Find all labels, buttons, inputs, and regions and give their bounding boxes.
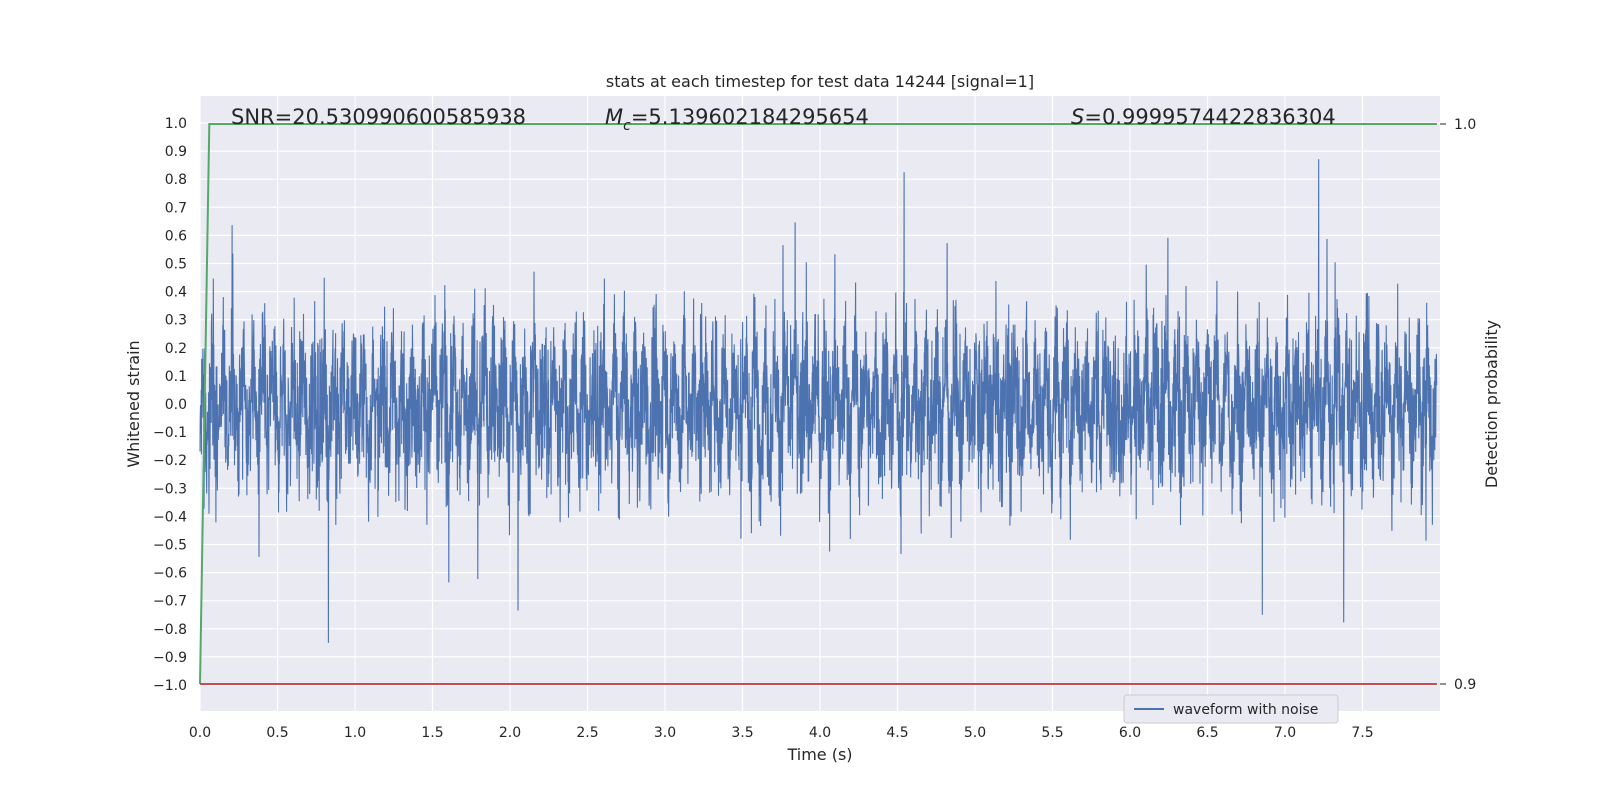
waveform-line [199,159,1438,643]
probability-line [199,123,1437,685]
x-tick-label: 4.5 [886,725,908,741]
x-tick-label: 0.0 [189,725,211,741]
y-tick-label: −0.1 [153,425,187,441]
probability-series [199,123,1437,685]
y-tick-label: −0.9 [153,650,187,666]
y-tick-label: 0.7 [165,200,187,216]
y-tick-label: −0.3 [153,481,187,497]
x-tick-label: 7.0 [1274,725,1296,741]
y-tick-label: 0.9 [165,144,187,160]
y-tick-label: 1.0 [165,116,187,132]
y-tick-label: 0.2 [165,341,187,357]
y-tick-label: −0.2 [153,453,187,469]
score-annotation: S=0.9999574422836304 [1071,105,1336,129]
waveform-series [199,159,1438,643]
y-tick-label: −0.6 [153,566,187,582]
y2-tick-label: 1.0 [1454,117,1476,133]
x-tick-label: 1.0 [344,725,366,741]
y-axis-ticks: 1.0 0.9 0.8 0.7 0.6 0.5 0.4 0.3 0.2 0.1 0.0 −0.1 −0.… [153,116,187,694]
y-tick-label: 0.5 [165,257,187,273]
x-tick-label: 5.0 [964,725,986,741]
y-tick-label: 0.1 [165,369,187,385]
x-tick-label: 6.5 [1196,725,1218,741]
legend-label: waveform with noise [1173,702,1318,718]
y-tick-label: −1.0 [153,678,187,694]
y-tick-label: −0.5 [153,538,187,554]
y-tick-label: 0.3 [165,313,187,329]
y2-axis-ticks: 1.0 0.9 [1440,117,1476,693]
x-tick-label: 6.0 [1119,725,1141,741]
y-tick-label: −0.4 [153,509,187,525]
x-tick-label: 5.5 [1041,725,1063,741]
x-tick-label: 7.5 [1351,725,1373,741]
x-tick-label: 2.5 [576,725,598,741]
y-tick-label: 0.4 [165,285,187,301]
y-tick-label: 0.8 [165,172,187,188]
y-tick-label: 0.6 [165,228,187,244]
legend: waveform with noise [1123,694,1339,724]
x-tick-label: 1.5 [421,725,443,741]
x-axis-label: Time (s) [786,745,852,764]
y-tick-label: 0.0 [165,397,187,413]
x-axis-ticks: 0.0 0.5 1.0 1.5 2.0 2.5 3.0 3.5 4.0 4.5 5.0 5.5 6.0 6… [189,725,1374,741]
y-axis-label: Whitened strain [124,340,143,467]
y2-tick-label: 0.9 [1454,677,1476,693]
x-tick-label: 3.0 [654,725,676,741]
y2-axis-label: Detection probability [1482,320,1501,488]
chart-title: stats at each timestep for test data 142… [606,72,1034,91]
x-tick-label: 4.0 [809,725,831,741]
x-tick-label: 3.5 [731,725,753,741]
x-tick-label: 0.5 [266,725,288,741]
snr-annotation: SNR=20.530990600585938 [231,105,526,129]
legend-box [1123,694,1339,724]
y-tick-label: −0.7 [153,594,187,610]
x-tick-label: 2.0 [499,725,521,741]
chirp-mass-annotation: Mc=5.139602184295654 [605,105,869,134]
y-tick-label: −0.8 [153,622,187,638]
